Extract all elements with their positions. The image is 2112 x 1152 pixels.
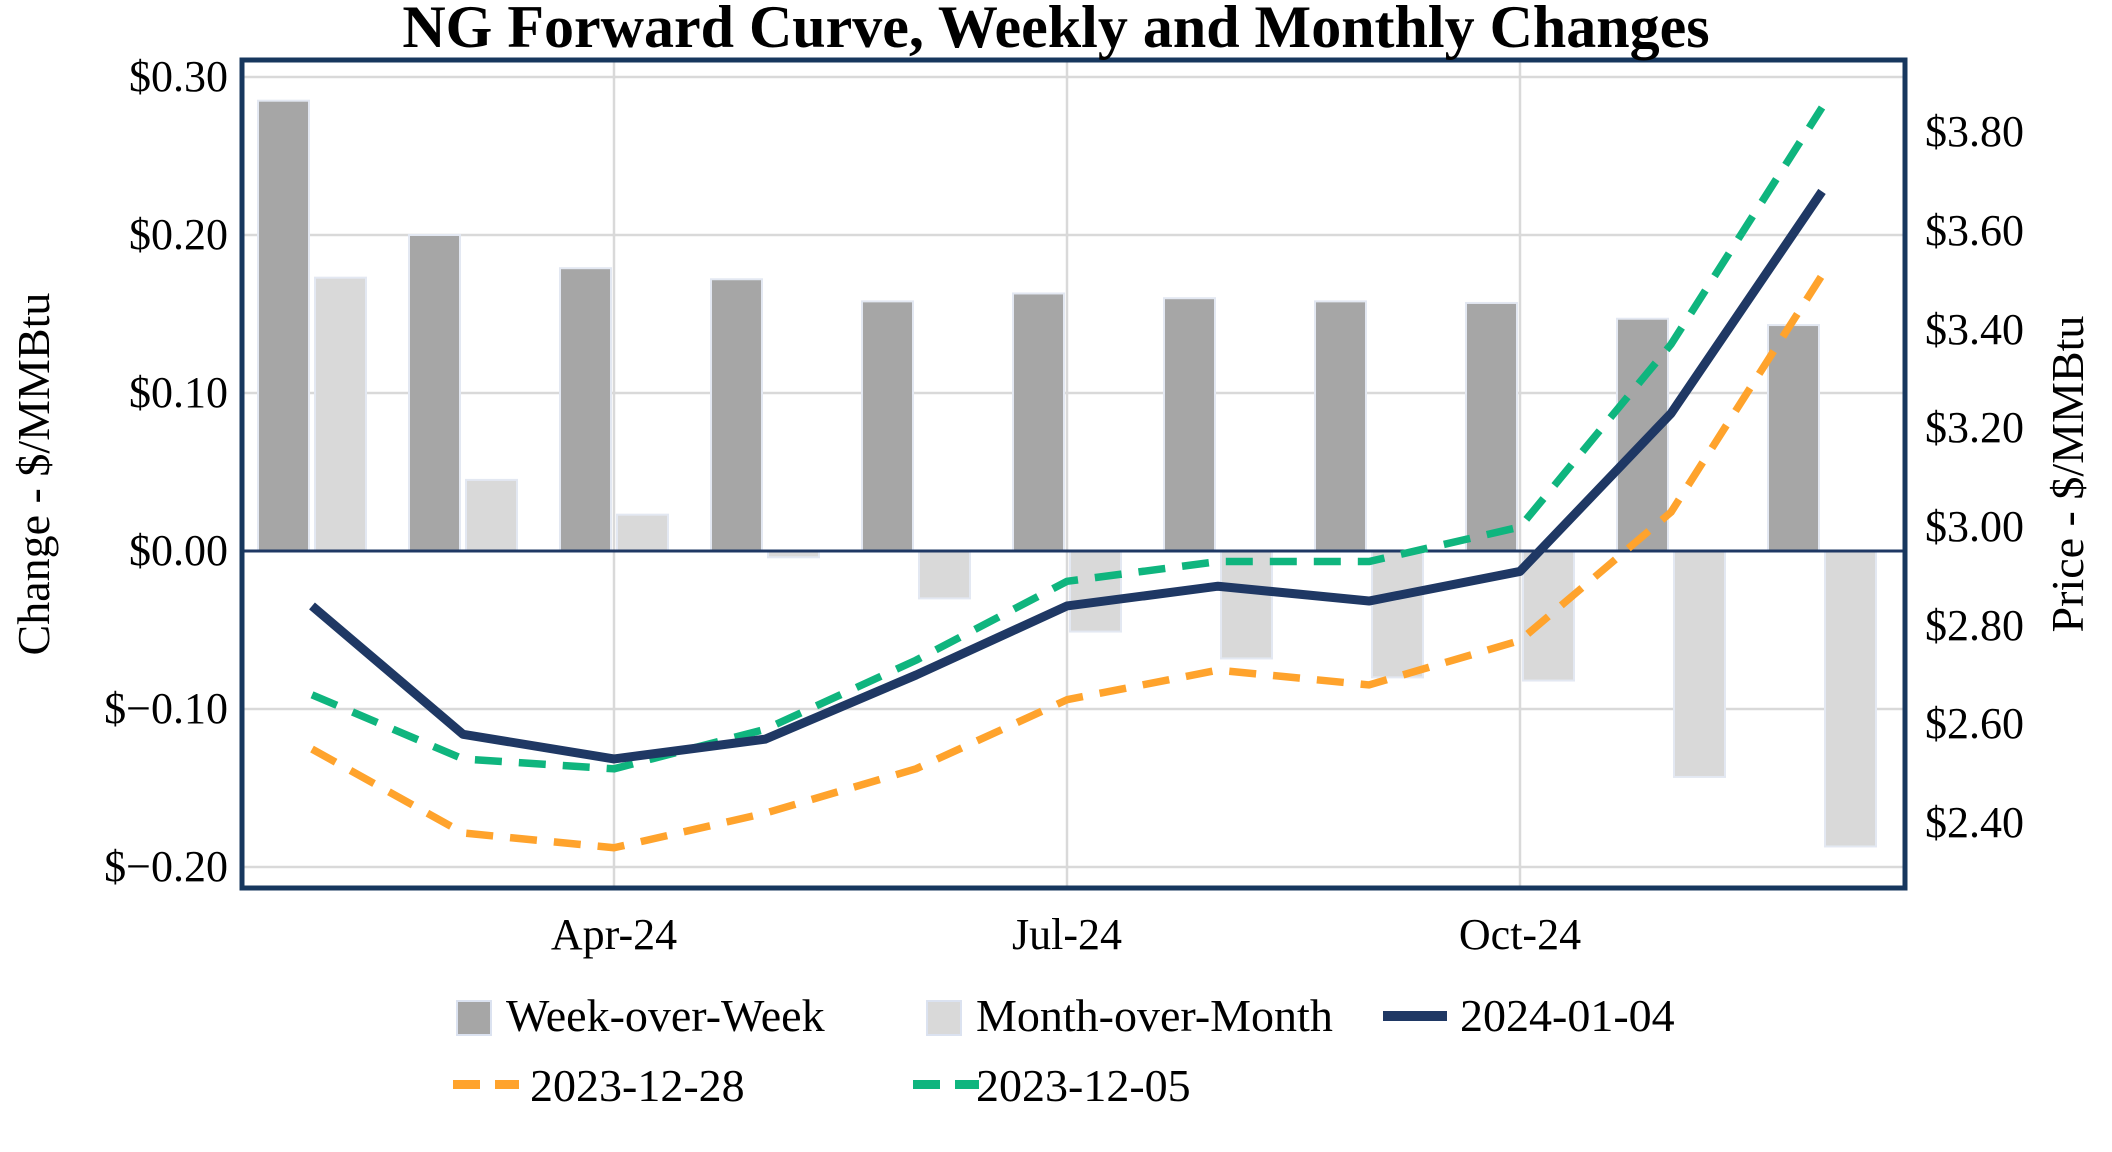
bar-week-over-week [861, 300, 914, 552]
chart-title: NG Forward Curve, Weekly and Monthly Cha… [402, 0, 1710, 60]
bar-month-over-month [314, 276, 367, 552]
y-left-tick-label: $−0.10 [104, 684, 228, 733]
y-right-tick-label: $2.80 [1925, 600, 2024, 650]
x-tick-label: Oct-24 [1458, 910, 1582, 959]
legend-label-month-over-month: Month-over-Month [976, 990, 1333, 1041]
legend-label-2023-12-05: 2023-12-05 [976, 1060, 1191, 1111]
legend-label-week-over-week: Week-over-Week [506, 990, 825, 1041]
bar-week-over-week [408, 234, 461, 552]
y-left-tick-label: $0.10 [129, 368, 228, 417]
bar-month-over-month [1371, 550, 1424, 679]
bar-week-over-week [1163, 297, 1216, 553]
right-axis-title: Price - $/MMBtu [2042, 315, 2093, 633]
y-left-tick-label: $0.30 [129, 52, 228, 101]
y-right-tick-label: $3.20 [1925, 403, 2024, 453]
line-2023-12-05 [310, 105, 1826, 773]
bar-month-over-month [1673, 550, 1726, 778]
bar-week-over-week [1314, 300, 1367, 552]
y-right-tick-label: $2.40 [1925, 798, 2024, 848]
bar-week-over-week [1767, 324, 1820, 552]
y-left-tick-label: $0.00 [129, 526, 228, 575]
y-right-tick-label: $3.80 [1925, 107, 2024, 157]
x-tick-label: Apr-24 [550, 910, 678, 959]
bar-month-over-month [1069, 550, 1122, 633]
bar-month-over-month [1522, 550, 1575, 682]
bar-month-over-month [1220, 550, 1273, 660]
y-left-tick-label: $−0.20 [104, 842, 228, 891]
bar-month-over-month [1824, 550, 1877, 848]
legend-label-2024-01-04: 2024-01-04 [1460, 990, 1675, 1041]
week-over-week-swatch-icon [456, 1000, 492, 1036]
y-right-tick-label: $3.40 [1925, 304, 2024, 354]
bar-week-over-week [559, 267, 612, 552]
bar-week-over-week [1465, 301, 1518, 552]
bar-month-over-month [465, 478, 518, 552]
green-dash-swatch-icon [913, 1080, 979, 1089]
x-tick-label: Jul-24 [1012, 910, 1122, 959]
y-left-tick-label: $0.20 [129, 210, 228, 259]
line-2024-01-04 [309, 188, 1826, 764]
month-over-month-swatch-icon [926, 1000, 962, 1036]
line-2023-12-28 [310, 273, 1826, 852]
solid-line-swatch-icon [1383, 1011, 1447, 1021]
y-right-tick-label: $2.60 [1925, 699, 2024, 749]
bar-month-over-month [918, 550, 971, 600]
bar-week-over-week [1616, 317, 1669, 552]
left-axis-title: Change - $/MMBtu [8, 292, 59, 656]
bar-week-over-week [1012, 292, 1065, 552]
bar-month-over-month [616, 513, 669, 552]
y-right-tick-label: $3.60 [1925, 205, 2024, 255]
y-right-tick-label: $3.00 [1925, 502, 2024, 551]
bar-week-over-week [710, 278, 763, 552]
bar-week-over-week [257, 99, 310, 552]
plot-border [239, 57, 1908, 891]
orange-dash-swatch-icon [453, 1080, 519, 1089]
legend-label-2023-12-28: 2023-12-28 [530, 1060, 745, 1111]
